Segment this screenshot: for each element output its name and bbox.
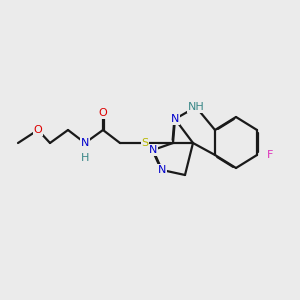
Text: N: N — [81, 138, 89, 148]
Text: O: O — [34, 125, 42, 135]
Text: H: H — [192, 102, 200, 112]
Text: S: S — [141, 138, 148, 148]
Text: H: H — [81, 153, 89, 163]
Text: N: N — [158, 165, 166, 175]
Text: N: N — [149, 145, 157, 155]
Text: O: O — [99, 108, 107, 118]
Text: NH: NH — [188, 102, 204, 112]
Text: F: F — [267, 150, 273, 160]
Text: N: N — [171, 114, 179, 124]
